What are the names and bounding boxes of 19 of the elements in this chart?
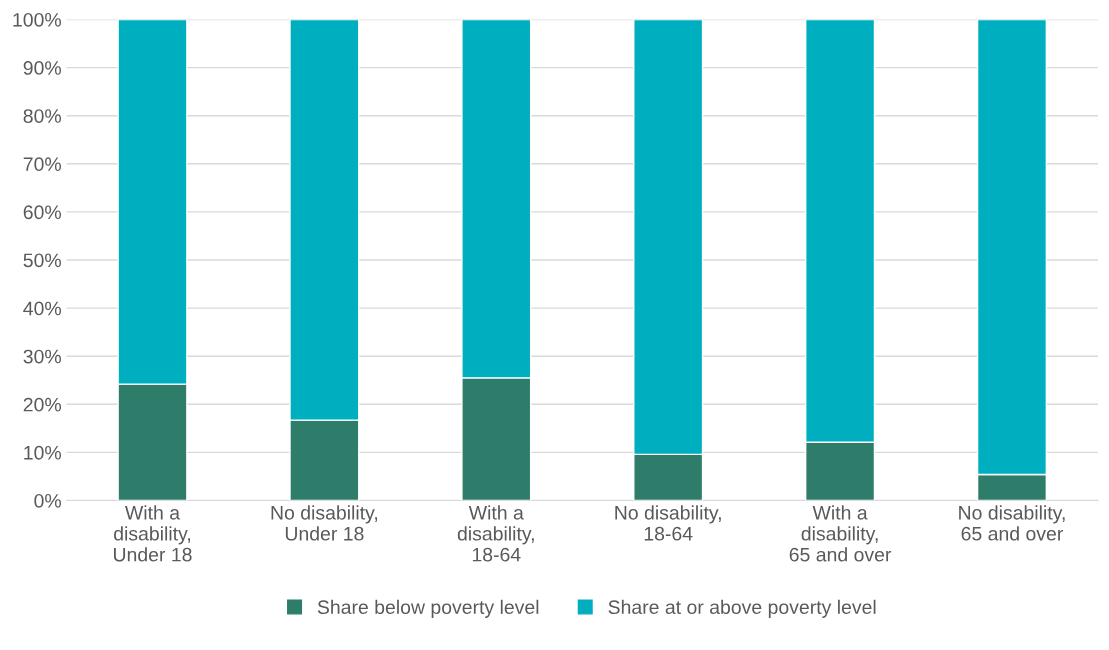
y-tick-label: 30%: [23, 349, 61, 364]
legend-label: Share at or above poverty level: [608, 599, 876, 618]
x-tick-label: With a disability, 65 and over: [789, 505, 892, 562]
y-tick-label: 0%: [34, 493, 61, 508]
y-tick-label: 10%: [24, 445, 61, 460]
legend-label: Share below poverty level: [317, 599, 539, 618]
x-tick-label: No disability, Under 18: [271, 505, 378, 541]
y-tick-label: 100%: [13, 12, 61, 27]
y-tick-label: 40%: [23, 301, 61, 316]
y-tick-label: 60%: [23, 205, 61, 220]
x-tick-label: With a disability, 18-64: [457, 505, 534, 562]
y-tick-label: 50%: [23, 253, 61, 268]
y-tick-label: 70%: [23, 157, 61, 172]
y-tick-label: 20%: [23, 397, 61, 412]
x-tick-label: No disability, 18-64: [615, 505, 721, 541]
y-tick-label: 90%: [23, 61, 61, 75]
x-tick-label: With a disability, Under 18: [114, 505, 192, 562]
x-tick-label: No disability, 65 and over: [959, 505, 1065, 541]
y-tick-label: 80%: [23, 109, 61, 123]
